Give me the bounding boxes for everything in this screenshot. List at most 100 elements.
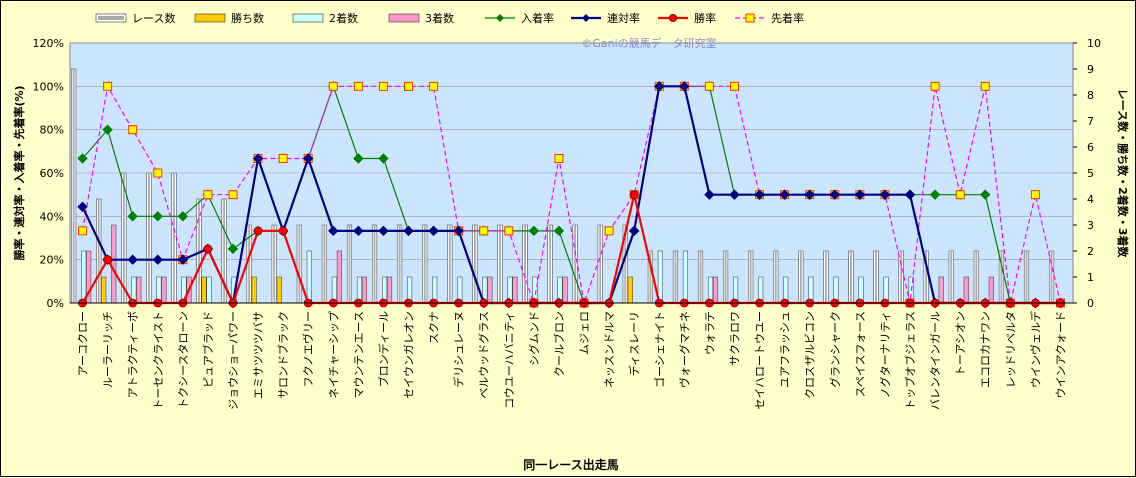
point <box>554 153 564 163</box>
legend-label: 先着率 <box>771 11 804 25</box>
y-right-tick-label: 1 <box>1087 271 1094 284</box>
x-tick-label: トーセンクライスト <box>152 311 165 410</box>
x-tick-label: ゴーシェナイト <box>652 311 666 388</box>
bar-shade <box>799 251 802 303</box>
legend-marker <box>745 13 755 23</box>
x-tick-label: トーアシオン <box>954 311 967 376</box>
x-tick-label: ノグターナリティ <box>878 311 892 398</box>
point <box>930 81 940 91</box>
bar <box>201 276 207 304</box>
bar <box>136 276 142 304</box>
x-axis-label: 同一レース出走馬 <box>523 457 618 472</box>
point <box>704 81 714 91</box>
bar-shade <box>273 225 276 303</box>
x-tick-label: サクラロワ <box>728 311 741 366</box>
legend-label: 2着数 <box>329 11 358 25</box>
x-tick-label: アトラクティーボ <box>127 311 140 398</box>
x-tick-label: レッドリベルタ <box>1004 311 1017 388</box>
bar-shade <box>72 69 75 303</box>
y-left-tick-label: 0% <box>47 297 64 310</box>
point <box>929 189 941 200</box>
bar-shade <box>850 251 852 303</box>
point <box>504 226 514 236</box>
bar-shade <box>223 199 225 303</box>
point <box>404 81 414 91</box>
bar <box>101 276 107 304</box>
bar-shade <box>724 251 727 303</box>
y-right-tick-label: 8 <box>1087 89 1094 102</box>
point <box>679 81 690 92</box>
point <box>203 190 213 200</box>
bar <box>657 250 663 304</box>
x-tick-label: ベルウッドグラス <box>477 311 491 399</box>
x-tick-label: ネイチャーシップ <box>327 311 340 399</box>
y-axis-left: 0% 20% 40% 60% 80% 100% 120% <box>33 37 64 310</box>
point <box>353 153 364 164</box>
legend-swatch <box>388 13 420 23</box>
point <box>1030 190 1040 200</box>
point <box>328 225 339 237</box>
point <box>528 225 540 237</box>
legend-label: 3着数 <box>425 11 454 25</box>
y-left-tick-label: 80% <box>40 124 64 137</box>
bar-shade <box>599 225 602 303</box>
point <box>429 81 439 91</box>
x-tick-label: シグムンド <box>527 311 541 366</box>
y-axis-right: 0 1 2 3 4 5 6 7 8 9 10 <box>1073 37 1101 310</box>
point <box>252 153 264 164</box>
x-tick-label: ルーラーリッチ <box>102 311 115 388</box>
legend-label: レース数 <box>132 12 175 25</box>
bar <box>111 224 117 304</box>
y-right-tick-label: 0 <box>1087 297 1094 310</box>
y-right-tick-label: 10 <box>1087 37 1101 50</box>
legend-swatch <box>194 13 226 23</box>
y-right-tick-label: 9 <box>1087 63 1094 76</box>
bar-shade <box>749 251 752 303</box>
bar-shade <box>1000 251 1003 303</box>
y-right-tick-label: 6 <box>1087 141 1094 154</box>
x-axis: アーコクロー ルーラーリッチ アトラクティーボ トーセンクライスト トクシースタローンピ… <box>70 302 1073 410</box>
y-left-tick-label: 100% <box>33 80 64 93</box>
bar <box>251 276 257 304</box>
point <box>779 189 790 200</box>
point <box>303 153 314 164</box>
point <box>103 255 113 265</box>
bar <box>562 276 568 304</box>
bar-shade <box>649 251 652 303</box>
x-tick-label: スペイスフォース <box>854 311 867 397</box>
point <box>228 190 238 200</box>
y-right-tick-label: 3 <box>1087 219 1094 232</box>
bar-shade <box>448 225 451 303</box>
x-tick-label: セイウンガレオン <box>403 311 416 399</box>
y-right-tick-label: 2 <box>1087 245 1094 258</box>
bar-shade <box>925 251 928 303</box>
legend-swatch-shade <box>98 16 124 20</box>
point <box>428 225 439 237</box>
bar <box>206 276 212 304</box>
series-line-先着率 <box>81 84 1062 306</box>
bar <box>627 276 633 304</box>
point <box>77 201 88 213</box>
x-tick-label: トップオブジェラス <box>903 311 917 410</box>
bar-shade <box>824 251 827 303</box>
point <box>127 254 138 265</box>
legend: レース数 勝ち数 2着数 3着数 入着率 連対率 勝率 先着率 <box>95 11 804 25</box>
point <box>854 189 866 200</box>
bar <box>386 276 393 304</box>
x-tick-label: グランシャーク <box>828 311 842 388</box>
bar <box>682 250 688 304</box>
bar-shade <box>473 225 476 303</box>
bar <box>938 276 944 304</box>
bar <box>487 276 493 304</box>
y-right-tick-label: 5 <box>1087 167 1094 180</box>
point <box>102 124 113 135</box>
point <box>704 189 715 200</box>
bar-shade <box>1050 251 1053 303</box>
x-tick-label: ジョウショーパワー <box>227 311 240 410</box>
point <box>904 189 916 200</box>
point <box>729 189 740 200</box>
gridlines <box>70 42 1073 304</box>
legend-label: 連対率 <box>607 11 640 25</box>
bar <box>306 250 312 304</box>
bar-shade <box>1025 251 1028 303</box>
